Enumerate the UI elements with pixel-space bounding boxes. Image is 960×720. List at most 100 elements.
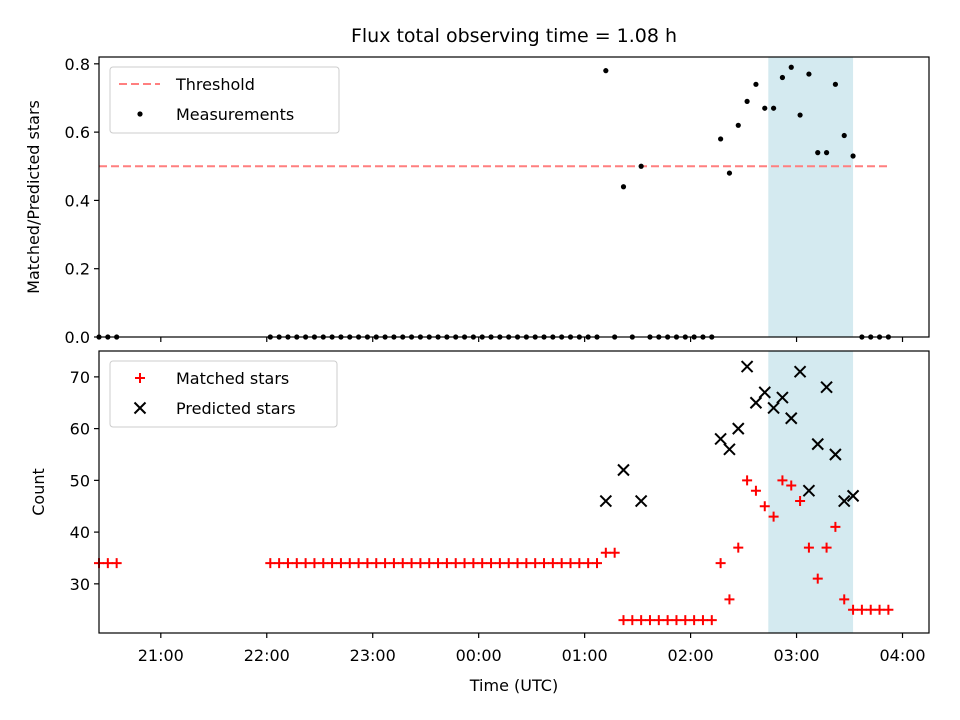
x-tick-label: 22:00	[244, 646, 290, 665]
y-tick-label: 0.6	[65, 123, 90, 142]
chart-title: Flux total observing time = 1.08 h	[351, 25, 677, 47]
matched-star-point	[583, 558, 594, 569]
matched-star-point	[539, 558, 550, 569]
matched-star-point	[830, 521, 841, 532]
matched-star-point	[733, 542, 744, 553]
matched-star-point	[618, 615, 629, 626]
matched-star-point	[274, 558, 285, 569]
matched-star-point	[662, 615, 673, 626]
matched-star-point	[300, 558, 311, 569]
legend-label: Measurements	[176, 105, 294, 124]
matched-star-point	[821, 542, 832, 553]
matched-star-point	[362, 558, 373, 569]
predicted-star-point	[793, 365, 807, 378]
matched-star-point	[335, 558, 346, 569]
y-tick-label: 30	[70, 575, 90, 594]
measurement-point	[832, 81, 839, 87]
measurement-point	[718, 136, 724, 142]
measurement-point	[735, 122, 741, 128]
measurement-point	[638, 163, 644, 169]
measurement-point	[788, 64, 794, 70]
matched-star-point	[433, 558, 444, 569]
x-tick-label: 21:00	[138, 646, 184, 665]
matched-star-point	[839, 594, 850, 605]
predicted-star-point	[634, 494, 648, 508]
matched-star-point	[653, 615, 664, 626]
x-tick-label: 02:00	[668, 646, 714, 665]
predicted-star-point	[767, 401, 780, 415]
x-tick-label: 01:00	[562, 646, 608, 665]
matched-star-point	[353, 558, 364, 569]
matched-star-point	[371, 558, 382, 569]
legend-box	[109, 360, 338, 428]
matched-star-point	[512, 558, 523, 569]
matched-star-point	[282, 558, 293, 569]
bottom-y-axis-label: Count	[29, 468, 48, 516]
legend-matched-swatch	[135, 373, 145, 383]
matched-star-point	[459, 558, 470, 569]
matched-star-point	[742, 475, 753, 486]
matched-star-point	[486, 558, 497, 569]
matched-star-point	[477, 558, 488, 569]
y-tick-label: 60	[70, 420, 90, 439]
matched-star-point	[697, 615, 708, 626]
matched-star-point	[424, 558, 435, 569]
predicted-star-point	[714, 432, 727, 446]
matched-star-point	[521, 558, 532, 569]
matched-star-point	[759, 501, 770, 512]
highlight-band	[768, 57, 854, 337]
measurement-point	[850, 153, 856, 159]
matched-star-point	[706, 615, 717, 626]
matched-star-point	[574, 558, 585, 569]
legend-predicted-swatch	[133, 401, 147, 415]
matched-star-point	[397, 558, 408, 569]
matched-star-point	[724, 594, 735, 605]
legend-box	[109, 66, 340, 134]
predicted-star-point	[599, 494, 613, 508]
predicted-star-point	[749, 396, 763, 409]
predicted-star-point	[811, 437, 824, 451]
matched-star-point	[265, 558, 276, 569]
axes-frame	[98, 56, 930, 338]
matched-star-point	[795, 496, 806, 507]
measurement-point	[841, 132, 847, 139]
matched-star-point	[680, 615, 691, 626]
measurement-point	[770, 105, 777, 111]
matched-star-point	[812, 573, 823, 584]
predicted-star-point	[732, 422, 745, 435]
matched-star-point	[636, 615, 647, 626]
matched-star-point	[715, 558, 726, 569]
matched-star-point	[406, 558, 417, 569]
measurement-point	[815, 150, 821, 156]
matched-star-point	[750, 485, 761, 496]
measurement-point	[797, 112, 803, 118]
matched-star-point	[450, 558, 461, 569]
legend-label: Threshold	[175, 75, 255, 94]
y-tick-label: 40	[70, 523, 90, 542]
matched-star-point	[503, 558, 514, 569]
measurement-point	[806, 71, 812, 77]
matched-star-point	[689, 615, 700, 626]
matched-star-point	[111, 558, 122, 569]
matched-star-point	[327, 558, 338, 569]
matched-star-point	[671, 615, 682, 626]
matched-star-point	[309, 558, 320, 569]
matched-star-point	[556, 558, 567, 569]
measurement-point	[726, 170, 733, 176]
y-tick-label: 0.2	[65, 260, 90, 279]
y-tick-label: 0.8	[65, 55, 90, 74]
matched-star-point	[441, 558, 452, 569]
y-tick-label: 70	[70, 368, 90, 387]
matched-star-point	[344, 558, 355, 569]
matched-star-point	[494, 558, 505, 569]
x-tick-label: 23:00	[350, 646, 396, 665]
top-panel: 0.0 0.2 0.4 0.6 0.8 Threshold Measurements	[65, 55, 930, 347]
matched-star-point	[547, 558, 558, 569]
measurement-point	[823, 150, 830, 156]
matched-star-point	[883, 604, 894, 615]
measurement-point	[762, 105, 768, 111]
bottom-panel: 30 40 50 60 70 21:00 22:00 23:00 00:00 01:00 02:00…	[70, 350, 930, 665]
measurement-point	[753, 81, 759, 87]
matched-star-point	[803, 542, 814, 553]
